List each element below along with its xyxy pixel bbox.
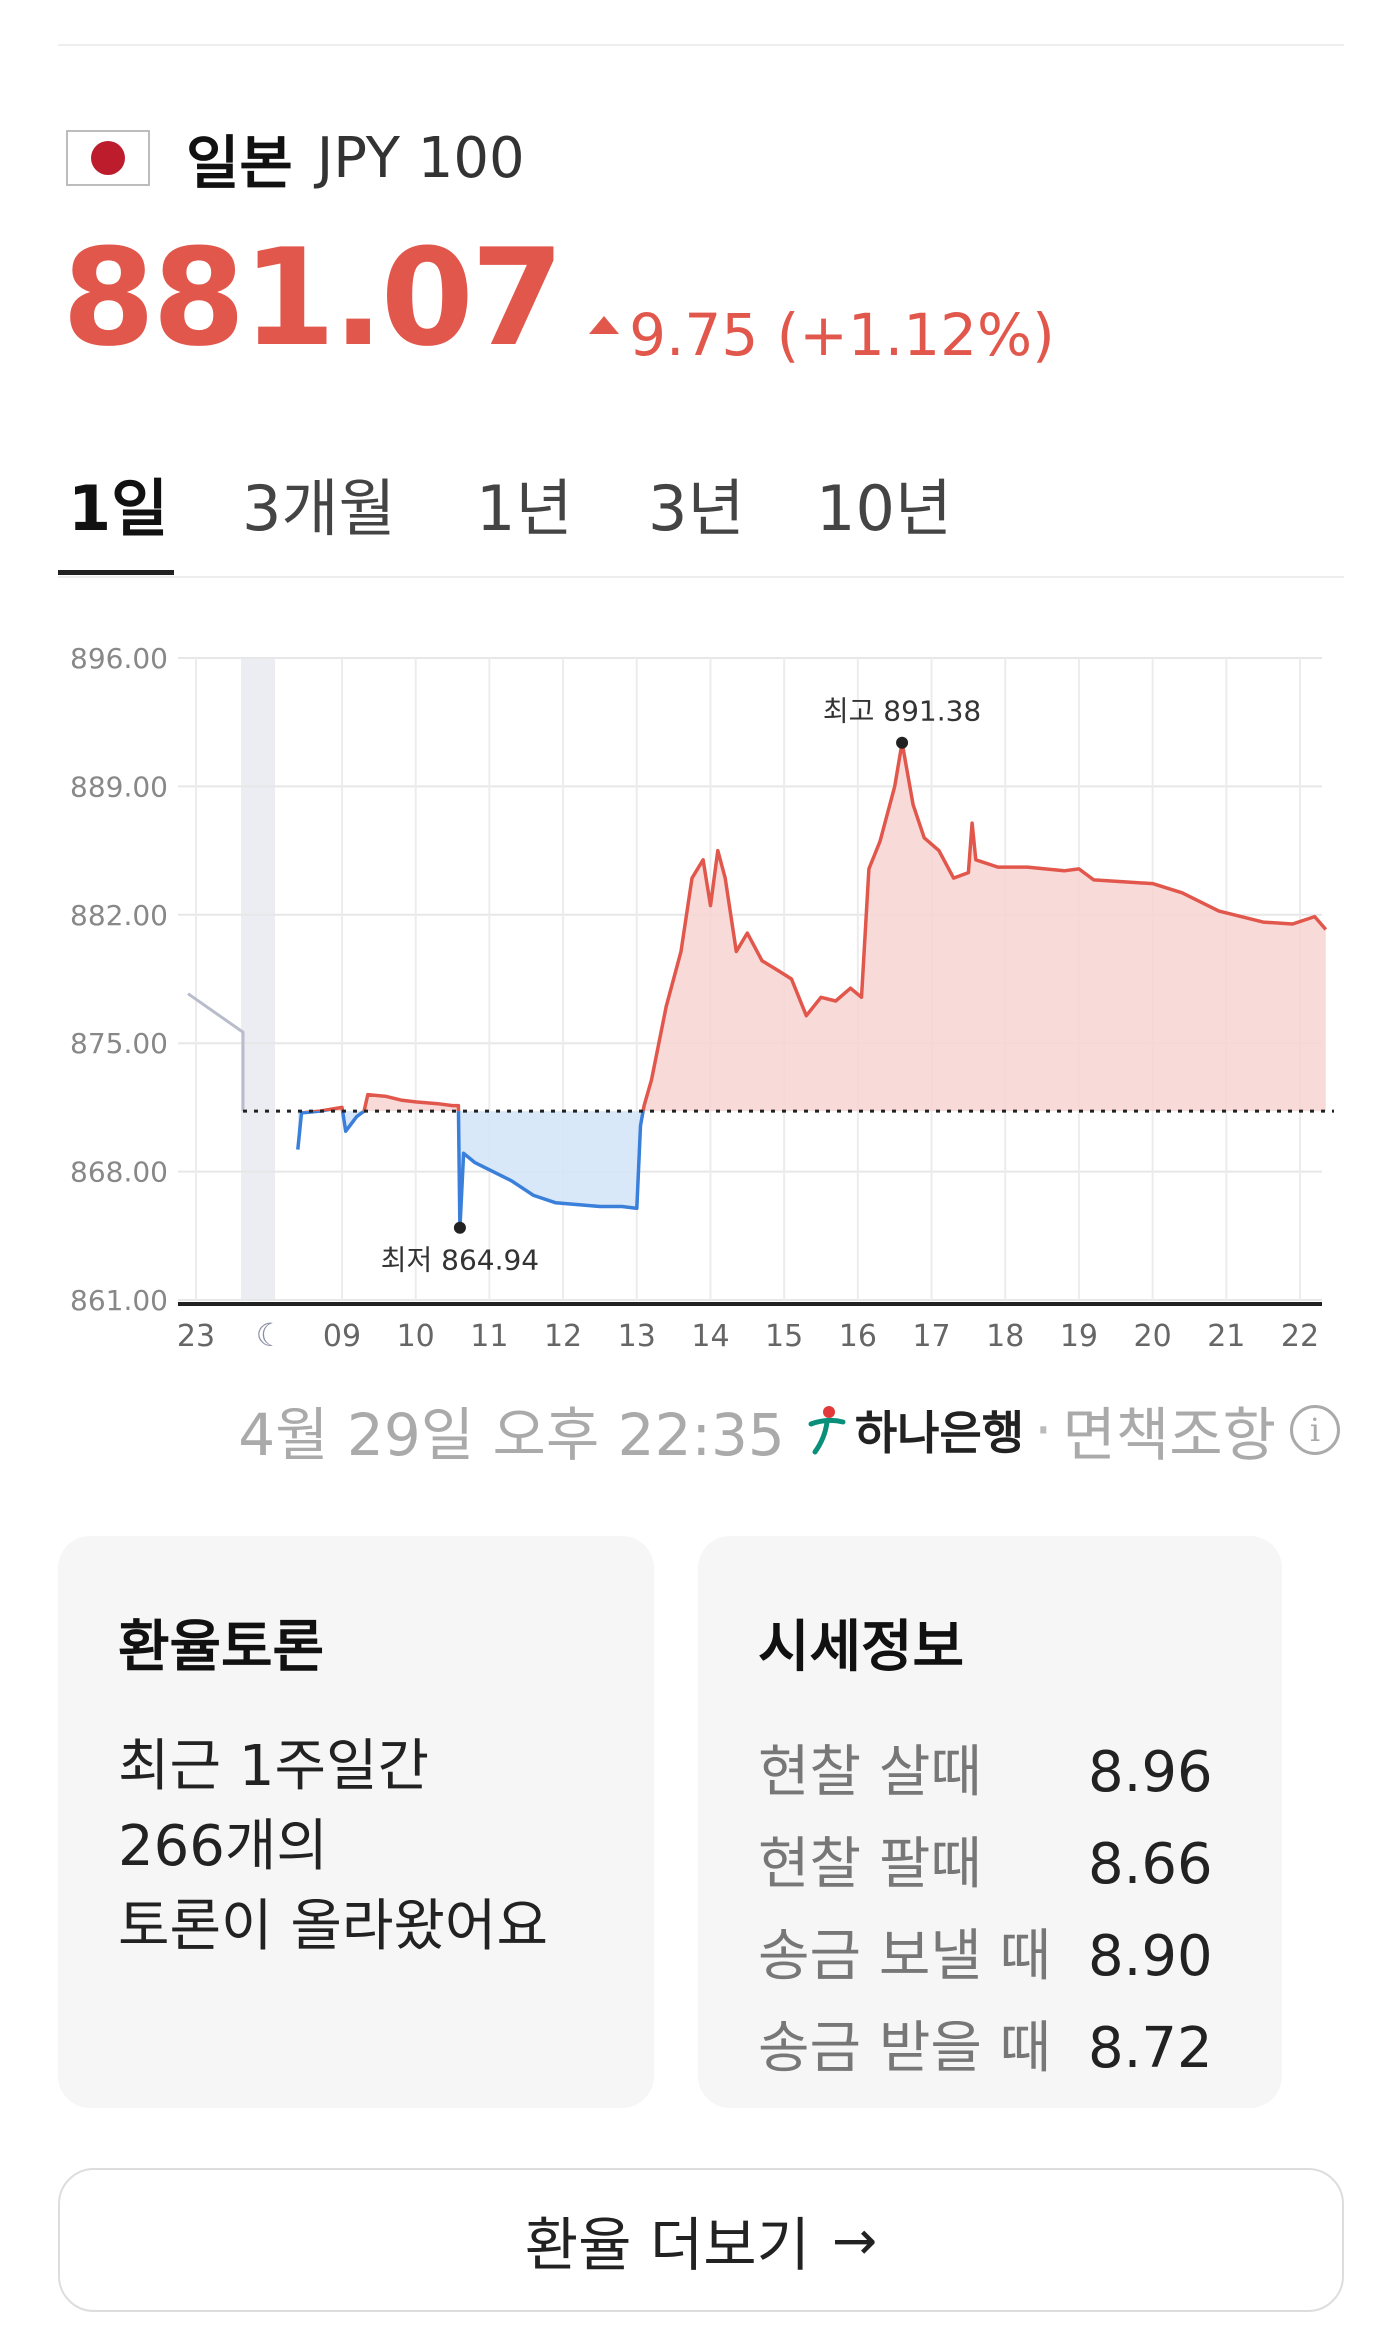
x-tick-label: 23 (177, 1319, 215, 1354)
x-tick-label: 22 (1281, 1319, 1319, 1354)
price-change-value: 9.75 (+1.12%) (629, 301, 1055, 369)
exchange-rate-chart[interactable]: 896.00 889.00 882.00 875.00 868.00 861.00 23 09… (0, 620, 1400, 1380)
discussion-line: 토론이 올라왔어요 (118, 1894, 548, 1959)
tab-1y[interactable]: 1년 (476, 472, 573, 545)
bank-name: 하나은행 (854, 1406, 1025, 1460)
update-timestamp: 4월 29일 오후 22:35 (238, 1401, 785, 1469)
rate-value: 8.90 (1088, 1924, 1213, 1989)
rate-value: 8.96 (1088, 1740, 1213, 1805)
high-marker (896, 736, 909, 749)
tab-10y[interactable]: 10년 (816, 472, 952, 545)
low-marker (453, 1221, 466, 1234)
discussion-line: 266개의 (118, 1814, 328, 1879)
rate-label: 송금 받을 때 (758, 2016, 1052, 2081)
country-name: 일본 (186, 129, 293, 197)
x-tick-label: 14 (691, 1319, 729, 1354)
period-tabs: 1일 3개월 1년 3년 10년 (58, 440, 1344, 578)
hana-bank-logo-icon (808, 1406, 846, 1455)
tab-3y[interactable]: 3년 (648, 472, 745, 545)
disclaimer-link[interactable]: 면책조항 (1062, 1401, 1276, 1469)
rate-row: 송금 보낼 때 8.90 (758, 1911, 1282, 2003)
y-tick-label: 875.00 (70, 1027, 168, 1060)
y-tick-label: 882.00 (70, 899, 168, 932)
rate-label: 현찰 팔때 (758, 1832, 982, 1897)
separator: · (1034, 1396, 1053, 1464)
area-above-baseline (320, 742, 1326, 1112)
prev-day-line (187, 992, 245, 1112)
rate-value: 8.72 (1088, 2016, 1213, 2081)
x-tick-label: 19 (1060, 1319, 1098, 1354)
y-tick-label: 868.00 (70, 1156, 168, 1189)
tab-1d[interactable]: 1일 (68, 472, 169, 545)
y-tick-label: 861.00 (70, 1284, 168, 1317)
moon-icon: ☾ (256, 1316, 285, 1354)
japan-flag-icon (66, 130, 150, 186)
x-tick-label: 16 (839, 1319, 877, 1354)
market-info-title: 시세정보 (758, 1615, 965, 1680)
series-line-above (302, 740, 1328, 1112)
high-label: 최고 891.38 (823, 695, 981, 728)
discussion-line: 최근 1주일간 (118, 1734, 430, 1799)
active-tab-underline (58, 570, 174, 575)
discussion-card[interactable]: 환율토론 최근 1주일간 266개의 토론이 올라왔어요 (58, 1536, 654, 2108)
chart-svg: 896.00 889.00 882.00 875.00 868.00 861.00 23 09… (70, 642, 1334, 1354)
up-triangle-icon (589, 316, 620, 334)
area-below-baseline (297, 1111, 1326, 1229)
currency-header: 일본 JPY 100 (66, 118, 525, 198)
rate-value: 8.66 (1088, 1832, 1213, 1897)
info-icon[interactable]: i (1290, 1405, 1340, 1455)
source-row: 4월 29일 오후 22:35 하나은행 · 면책조항 i (0, 1390, 1340, 1470)
top-divider (58, 44, 1344, 46)
y-tick-label: 896.00 (70, 642, 168, 675)
rate-row: 송금 받을 때 8.72 (758, 2003, 1282, 2095)
x-tick-label: 11 (470, 1319, 508, 1354)
bank-source: 하나은행 (807, 1397, 1024, 1463)
x-tick-label: 09 (323, 1319, 361, 1354)
price-change: 9.75 (+1.12%) (589, 301, 1055, 369)
price-row: 881.07 9.75 (+1.12%) (62, 220, 1055, 376)
x-tick-label: 12 (544, 1319, 582, 1354)
more-button-label: 환율 더보기 (524, 2211, 810, 2279)
y-tick-label: 889.00 (70, 770, 168, 803)
rate-label: 현찰 살때 (758, 1740, 982, 1805)
x-tick-label: 15 (765, 1319, 803, 1354)
x-tick-label: 18 (986, 1319, 1024, 1354)
rate-label: 송금 보낼 때 (758, 1924, 1052, 1989)
market-info-card[interactable]: 시세정보 현찰 살때 8.96 현찰 팔때 8.66 송금 보낼 때 8.90 … (698, 1536, 1282, 2108)
x-tick-label: 20 (1134, 1319, 1172, 1354)
low-label: 최저 864.94 (381, 1244, 539, 1277)
x-tick-label: 13 (618, 1319, 656, 1354)
tab-3m[interactable]: 3개월 (242, 472, 396, 545)
arrow-right-icon: → (832, 2208, 878, 2272)
more-exchange-rates-button[interactable]: 환율 더보기 → (58, 2168, 1344, 2312)
overnight-band (241, 658, 275, 1300)
x-tick-label: 17 (912, 1319, 950, 1354)
discussion-title: 환율토론 (118, 1615, 325, 1680)
x-tick-label: 10 (397, 1319, 435, 1354)
x-tick-label: 21 (1207, 1319, 1245, 1354)
rate-row: 현찰 살때 8.96 (758, 1727, 1282, 1819)
rate-row: 현찰 팔때 8.66 (758, 1819, 1282, 1911)
currency-code: JPY 100 (316, 125, 525, 191)
current-price: 881.07 (62, 220, 564, 376)
